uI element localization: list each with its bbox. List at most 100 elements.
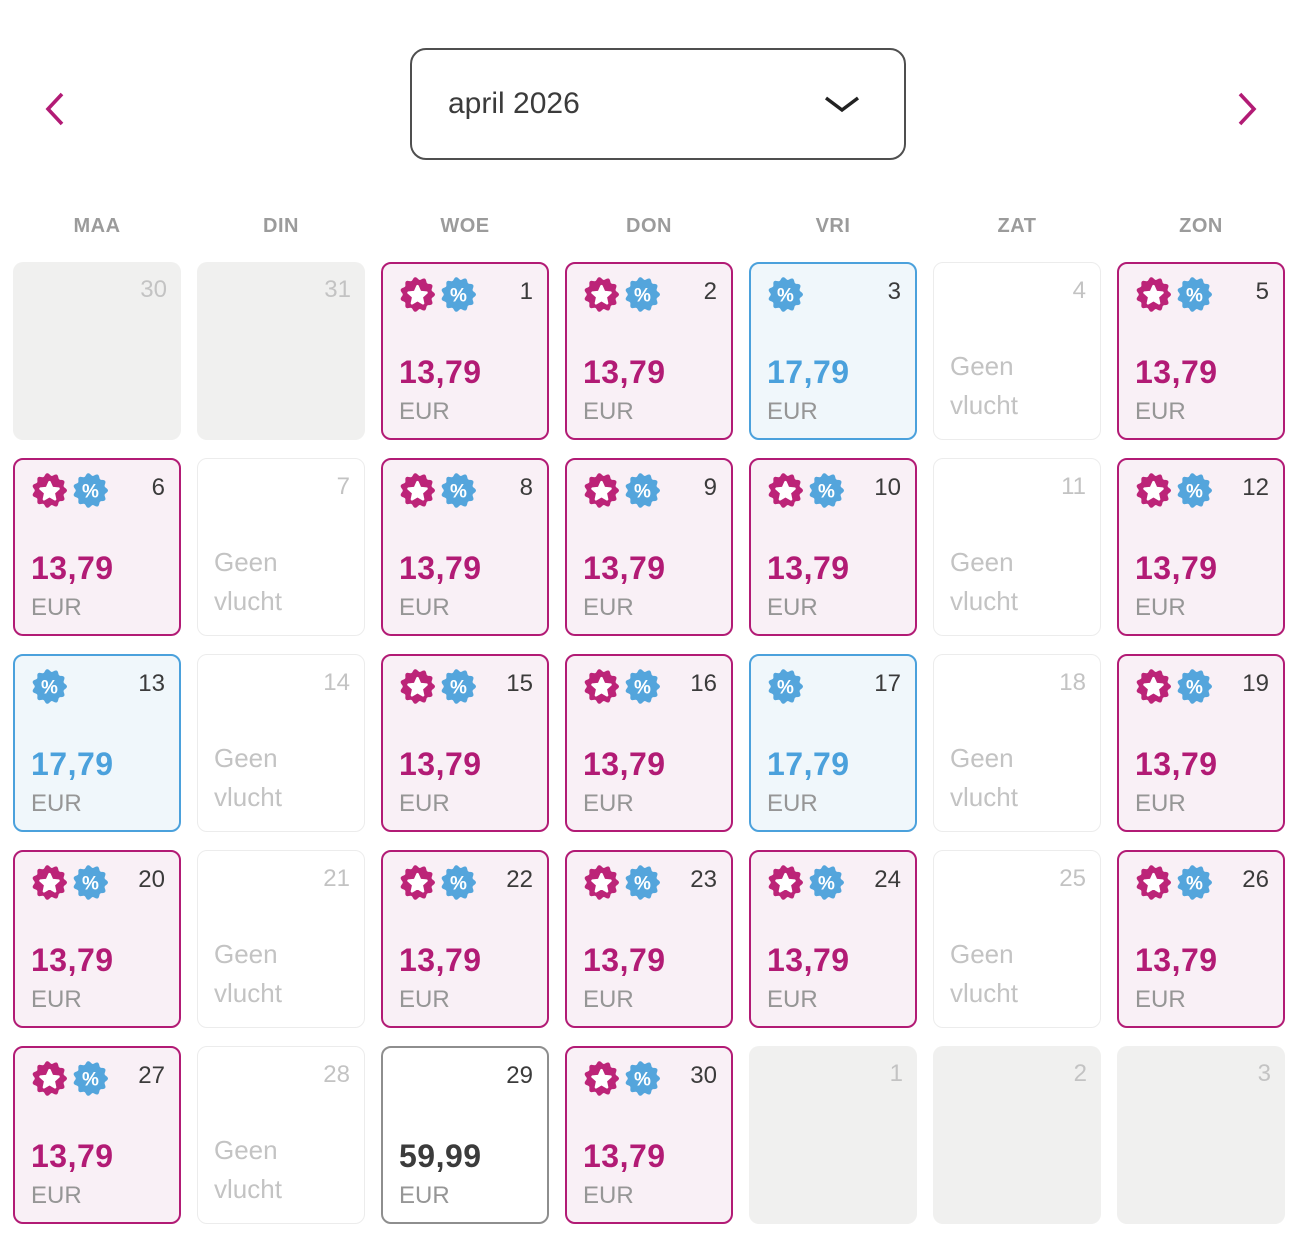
day-cell-no-flight-4: 4 Geen vlucht: [933, 262, 1101, 440]
day-cell-deal-6[interactable]: % 6 13,79 EUR: [13, 458, 181, 636]
day-cell-deal-23[interactable]: % 23 13,79 EUR: [565, 850, 733, 1028]
day-number: 15: [506, 670, 533, 697]
badge-group: %: [1135, 472, 1213, 509]
weekday-label: DIN: [263, 214, 299, 237]
day-cell-discount-17[interactable]: % 17 17,79 EUR: [749, 654, 917, 832]
day-number: 16: [690, 670, 717, 697]
day-cell-deal-16[interactable]: % 16 13,79 EUR: [565, 654, 733, 832]
star-badge-icon: [400, 473, 435, 508]
badge-group: %: [31, 1060, 109, 1097]
day-number: 3: [1257, 1060, 1271, 1087]
no-flight-label: Geen vlucht: [214, 743, 282, 812]
badge-group: %: [767, 276, 804, 313]
day-cell-deal-1[interactable]: % 1 13,79 EUR: [381, 262, 549, 440]
currency-label: EUR: [583, 986, 634, 1013]
day-cell-deal-19[interactable]: % 19 13,79 EUR: [1117, 654, 1285, 832]
day-cell-deal-8[interactable]: % 8 13,79 EUR: [381, 458, 549, 636]
next-month-button[interactable]: [1228, 84, 1266, 134]
currency-label: EUR: [767, 594, 818, 621]
price-value: 17,79: [767, 354, 850, 390]
svg-text:%: %: [1186, 482, 1203, 503]
currency-label: EUR: [31, 1182, 82, 1209]
day-cell-deal-24[interactable]: % 24 13,79 EUR: [749, 850, 917, 1028]
percent-badge-icon: %: [32, 669, 67, 704]
weekday-header-row: MAA DIN WOE DON VRI ZAT ZON: [13, 204, 1285, 248]
day-number: 3: [887, 278, 901, 305]
badge-group: %: [399, 276, 477, 313]
badge-group: %: [399, 472, 477, 509]
star-badge-icon: [768, 865, 803, 900]
day-cell-deal-9[interactable]: % 9 13,79 EUR: [565, 458, 733, 636]
day-number: 7: [336, 473, 350, 500]
badge-group: %: [767, 668, 804, 705]
day-cell-deal-12[interactable]: % 12 13,79 EUR: [1117, 458, 1285, 636]
day-cell-discount-3[interactable]: % 3 17,79 EUR: [749, 262, 917, 440]
svg-text:%: %: [82, 482, 99, 503]
percent-badge-icon: %: [441, 277, 476, 312]
weekday-label: VRI: [815, 214, 851, 237]
day-cell-deal-27[interactable]: % 27 13,79 EUR: [13, 1046, 181, 1224]
svg-text:%: %: [634, 874, 651, 895]
day-cell-deal-15[interactable]: % 15 13,79 EUR: [381, 654, 549, 832]
price-value: 13,79: [583, 550, 666, 586]
day-cell-outside-2: 2: [933, 1046, 1101, 1224]
month-selector-dropdown[interactable]: april 2026: [410, 48, 906, 160]
previous-month-button[interactable]: [36, 84, 74, 134]
star-badge-icon: [584, 865, 619, 900]
calendar-grid: 30 31% 1 13,79 EUR% 2 13,79 EUR% 3 17,79 EUR 4 Geen …: [13, 262, 1285, 1224]
day-number: 10: [874, 474, 901, 501]
price-value: 17,79: [31, 746, 114, 782]
day-cell-deal-22[interactable]: % 22 13,79 EUR: [381, 850, 549, 1028]
percent-badge-icon: %: [625, 277, 660, 312]
star-badge-icon: [400, 277, 435, 312]
day-cell-outside-30: 30: [13, 262, 181, 440]
weekday-label: ZON: [1179, 214, 1223, 237]
svg-text:%: %: [777, 286, 794, 307]
day-cell-deal-5[interactable]: % 5 13,79 EUR: [1117, 262, 1285, 440]
percent-badge-icon: %: [1177, 865, 1212, 900]
star-badge-icon: [584, 473, 619, 508]
percent-badge-icon: %: [1177, 473, 1212, 508]
day-cell-deal-20[interactable]: % 20 13,79 EUR: [13, 850, 181, 1028]
currency-label: EUR: [31, 790, 82, 817]
day-cell-deal-30[interactable]: % 30 13,79 EUR: [565, 1046, 733, 1224]
currency-label: EUR: [767, 986, 818, 1013]
day-number: 19: [1242, 670, 1269, 697]
svg-text:%: %: [450, 286, 467, 307]
percent-badge-icon: %: [809, 473, 844, 508]
currency-label: EUR: [399, 790, 450, 817]
badge-group: %: [31, 668, 68, 705]
star-badge-icon: [1136, 473, 1171, 508]
star-badge-icon: [32, 1061, 67, 1096]
currency-label: EUR: [583, 790, 634, 817]
currency-label: EUR: [767, 398, 818, 425]
star-badge-icon: [1136, 277, 1171, 312]
day-cell-outside-31: 31: [197, 262, 365, 440]
svg-text:%: %: [1186, 286, 1203, 307]
day-cell-standard-29[interactable]: 29 59,99 EUR: [381, 1046, 549, 1224]
day-cell-deal-2[interactable]: % 2 13,79 EUR: [565, 262, 733, 440]
currency-label: EUR: [1135, 398, 1186, 425]
weekday-label: DON: [626, 214, 672, 237]
day-number: 26: [1242, 866, 1269, 893]
badge-group: %: [583, 668, 661, 705]
svg-text:%: %: [1186, 678, 1203, 699]
day-number: 24: [874, 866, 901, 893]
day-cell-no-flight-7: 7 Geen vlucht: [197, 458, 365, 636]
price-value: 13,79: [1135, 354, 1218, 390]
badge-group: %: [583, 864, 661, 901]
currency-label: EUR: [31, 594, 82, 621]
calendar-header: april 2026: [0, 0, 1316, 204]
price-value: 13,79: [1135, 942, 1218, 978]
star-badge-icon: [400, 669, 435, 704]
day-number: 21: [323, 865, 350, 892]
day-number: 1: [519, 278, 533, 305]
day-cell-deal-26[interactable]: % 26 13,79 EUR: [1117, 850, 1285, 1028]
day-cell-discount-13[interactable]: % 13 17,79 EUR: [13, 654, 181, 832]
day-number: 1: [889, 1060, 903, 1087]
percent-badge-icon: %: [625, 669, 660, 704]
day-number: 5: [1255, 278, 1269, 305]
percent-badge-icon: %: [441, 473, 476, 508]
day-cell-deal-10[interactable]: % 10 13,79 EUR: [749, 458, 917, 636]
